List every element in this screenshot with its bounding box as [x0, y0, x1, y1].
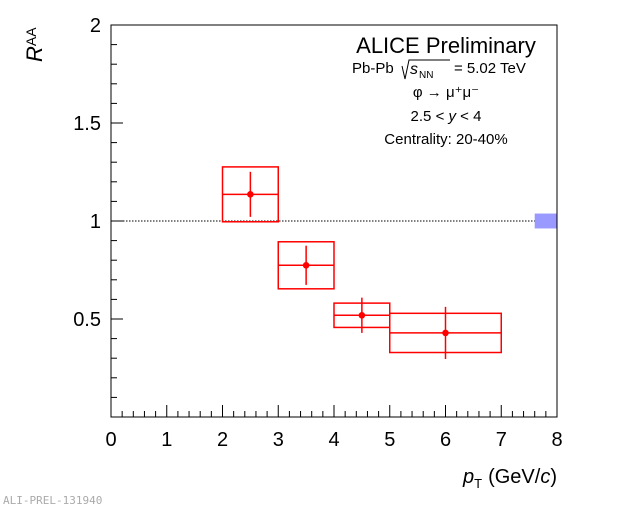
axes: 0 1 2 3 4 5 6 7 8 0.5 1 1.5 2: [73, 15, 562, 451]
y-tick-label: 1.5: [73, 113, 101, 135]
system-label: Pb-Pb: [352, 60, 394, 77]
x-tick-label: 5: [384, 429, 395, 451]
x-tick-label: 8: [551, 429, 562, 451]
x-axis-label: pT (GeV/c): [462, 466, 557, 491]
svg-text:RAA: RAA: [22, 27, 47, 62]
y-tick-label: 0.5: [73, 309, 101, 331]
x-tick-label: 0: [105, 429, 116, 451]
centrality-label: Centrality: 20-40%: [384, 131, 507, 148]
x-tick-label: 4: [328, 429, 339, 451]
x-tick-label: 7: [496, 429, 507, 451]
energy-label: = 5.02 TeV: [454, 60, 526, 77]
x-tick-label: 6: [440, 429, 451, 451]
rapidity-label: 2.5 < y < 4: [411, 108, 482, 125]
data-point: [302, 261, 310, 269]
legend-title: ALICE Preliminary: [356, 33, 536, 58]
plot-marks: [111, 166, 557, 359]
y-tick-label: 2: [90, 15, 101, 37]
y-tick-label: 1: [90, 211, 101, 233]
data-point: [247, 191, 254, 198]
x-tick-label: 2: [217, 429, 228, 451]
global-uncertainty-box: [534, 213, 557, 229]
s-label: s: [410, 61, 418, 78]
data-point: [442, 329, 449, 337]
collision-label: Pb-Pb s NN = 5.02 TeV: [352, 59, 526, 81]
nn-label: NN: [419, 70, 433, 81]
x-tick-label: 3: [273, 429, 284, 451]
sqrt-sign: [401, 59, 450, 80]
x-tick-label: 1: [161, 429, 172, 451]
preliminary-id-label: ALI-PREL-131940: [3, 494, 102, 507]
data-point: [358, 311, 366, 319]
y-axis-label: RAA: [22, 27, 47, 62]
decay-channel-label: φ → μ⁺μ⁻: [413, 84, 479, 101]
